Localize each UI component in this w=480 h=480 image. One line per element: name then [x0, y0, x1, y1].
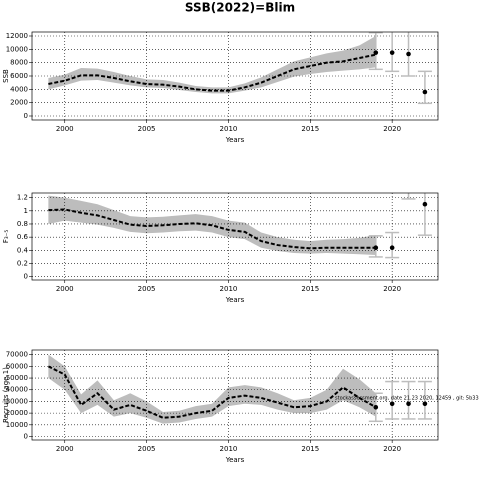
plot-area	[32, 350, 438, 440]
y-tick-label: 12000	[6, 32, 28, 40]
y-tick-label: 0.4	[17, 246, 29, 254]
y-tick-label: 10000	[6, 421, 28, 429]
x-tick-label: 2020	[383, 445, 401, 453]
y-tick-label: 6000	[10, 72, 28, 80]
y-tick-label: 50000	[6, 374, 28, 382]
y-tick-label: 0	[24, 273, 28, 281]
x-tick-label: 2020	[383, 285, 401, 293]
y-tick-label: 60000	[6, 362, 28, 370]
plot-area	[32, 32, 438, 120]
annotation: stockassessment.org, date 21.23 2020, 12…	[335, 396, 479, 402]
forecast-point	[389, 245, 395, 251]
axes-frame	[31, 349, 439, 441]
forecast-point	[422, 201, 428, 207]
forecast-point	[389, 401, 395, 407]
y-tick-label: 1	[24, 207, 28, 215]
confidence-band	[48, 36, 376, 94]
y-tick-label: 0.2	[17, 260, 28, 268]
forecast-point	[406, 182, 411, 187]
y-tick-label: 20000	[6, 409, 28, 417]
x-tick-label: 2000	[56, 445, 74, 453]
y-axis-label: F₃₋₅	[2, 230, 10, 244]
axes-frame	[31, 192, 439, 281]
forecast-point	[389, 50, 395, 55]
forecast-point	[422, 401, 428, 407]
x-tick-label: 2010	[220, 125, 238, 133]
y-tick-label: 2000	[10, 99, 28, 107]
y-tick-label: 8000	[10, 59, 28, 67]
y-axis-label: Recruits (age 1)	[2, 367, 10, 423]
x-tick-label: 2020	[383, 125, 401, 133]
y-tick-label: 0	[24, 432, 28, 440]
y-tick-label: 0.8	[17, 220, 28, 228]
forecast-point	[373, 245, 379, 251]
x-axis-label: Years	[225, 136, 245, 144]
x-tick-label: 2010	[220, 285, 238, 293]
y-axis-label: SSB	[2, 69, 10, 83]
figure-title: SSB(2022)=Blim	[185, 1, 295, 15]
x-tick-label: 2005	[138, 445, 156, 453]
plot-area	[32, 182, 438, 280]
x-axis-label: Years	[225, 456, 245, 464]
x-tick-label: 2000	[56, 125, 74, 133]
forecast-point	[406, 401, 411, 407]
forecast-point	[373, 50, 379, 55]
x-tick-label: 2005	[138, 285, 156, 293]
y-tick-label: 70000	[6, 351, 28, 359]
y-tick-label: 4000	[10, 85, 28, 93]
axes-frame	[31, 31, 439, 121]
y-tick-label: 1.2	[17, 194, 28, 202]
forecast-point	[373, 404, 379, 410]
x-axis-label: Years	[225, 296, 245, 304]
estimate-line	[48, 53, 376, 92]
x-tick-label: 2015	[301, 445, 319, 453]
x-tick-label: 2015	[301, 285, 319, 293]
y-tick-label: 40000	[6, 386, 28, 394]
x-tick-label: 2010	[220, 445, 238, 453]
x-tick-label: 2000	[56, 285, 74, 293]
forecast-point	[406, 51, 411, 57]
estimate-line	[48, 208, 376, 250]
y-tick-label: 30000	[6, 397, 28, 405]
estimate-line	[47, 365, 377, 419]
forecast-point	[422, 89, 428, 95]
x-tick-label: 2015	[301, 125, 319, 133]
y-tick-label: 0.6	[17, 233, 29, 241]
y-tick-label: 10000	[6, 45, 28, 53]
y-tick-label: 0	[24, 112, 28, 120]
x-tick-label: 2005	[138, 125, 156, 133]
